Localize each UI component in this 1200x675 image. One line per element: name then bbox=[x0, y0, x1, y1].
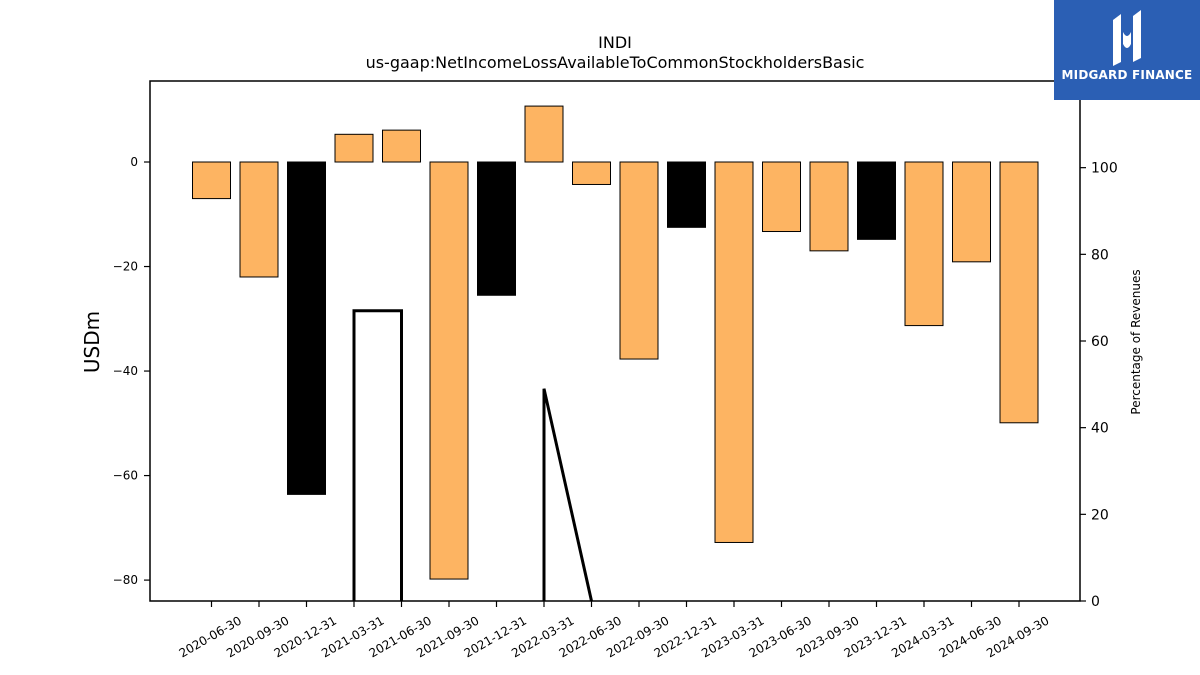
y-tick-label: −60 bbox=[113, 469, 138, 483]
midgard-finance-logo: MIDGARD FINANCE bbox=[1054, 0, 1200, 100]
bar-2020-12-31 bbox=[287, 161, 326, 495]
x-axis: 2020-06-302020-09-302020-12-312021-03-31… bbox=[177, 601, 1052, 660]
y2-tick-label: 0 bbox=[1091, 594, 1100, 610]
ratio-line-group bbox=[352, 309, 593, 602]
y-axis-right: 0 20 40 60 80 100 bbox=[1080, 161, 1118, 610]
bar-2023-06-30 bbox=[762, 161, 801, 233]
bar-2023-09-30 bbox=[809, 161, 849, 252]
y-tick-label: −80 bbox=[113, 573, 138, 587]
chart-title: INDI bbox=[598, 33, 632, 52]
bar-2023-03-31 bbox=[714, 161, 754, 543]
ratio-line-segment-2 bbox=[542, 388, 593, 602]
logo-mark-icon bbox=[1113, 10, 1141, 66]
bars-group bbox=[192, 105, 1039, 580]
bar-2021-06-30 bbox=[382, 129, 421, 163]
y2-tick-label: 40 bbox=[1091, 421, 1109, 437]
y-axis-label: USDm bbox=[80, 311, 104, 373]
bar-2024-06-30 bbox=[952, 161, 991, 263]
bar-2021-09-30 bbox=[429, 161, 469, 580]
y-axis-left: 0 −20 −40 −60 −80 bbox=[113, 155, 150, 587]
y2-tick-label: 100 bbox=[1091, 161, 1118, 177]
bar-2024-03-31 bbox=[904, 161, 944, 327]
bar-2024-09-30 bbox=[999, 161, 1039, 424]
y-tick-label: 0 bbox=[130, 155, 138, 169]
bar-2021-03-31 bbox=[334, 133, 374, 163]
bar-2023-12-31 bbox=[857, 161, 896, 240]
y-tick-label: −40 bbox=[113, 364, 138, 378]
chart-subtitle: us-gaap:NetIncomeLossAvailableToCommonSt… bbox=[366, 53, 865, 72]
bar-2020-09-30 bbox=[239, 161, 279, 278]
bar-2022-06-30 bbox=[572, 161, 611, 185]
bar-2022-03-31 bbox=[524, 105, 564, 163]
y2-axis-label: Percentage of Revenues bbox=[1129, 269, 1143, 414]
y2-tick-label: 80 bbox=[1091, 247, 1109, 263]
y-tick-label: −20 bbox=[113, 260, 138, 274]
bar-2022-09-30 bbox=[619, 161, 659, 360]
bar-2020-06-30 bbox=[192, 161, 231, 200]
bar-2022-12-31 bbox=[667, 161, 706, 228]
y2-tick-label: 60 bbox=[1091, 334, 1109, 350]
ratio-line-segment-1 bbox=[352, 309, 403, 601]
logo-text: MIDGARD FINANCE bbox=[1061, 68, 1193, 82]
y2-tick-label: 20 bbox=[1091, 507, 1109, 523]
bar-2021-12-31 bbox=[477, 161, 516, 296]
